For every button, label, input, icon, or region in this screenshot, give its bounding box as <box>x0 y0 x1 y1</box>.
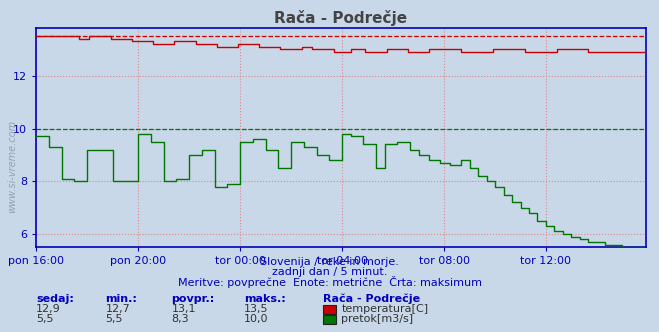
Text: temperatura[C]: temperatura[C] <box>341 304 428 314</box>
Text: www.si-vreme.com: www.si-vreme.com <box>7 120 17 212</box>
Text: 12,9: 12,9 <box>36 304 61 314</box>
Text: Slovenija / reke in morje.: Slovenija / reke in morje. <box>260 257 399 267</box>
Text: povpr.:: povpr.: <box>171 294 215 304</box>
Text: 8,3: 8,3 <box>171 314 189 324</box>
Text: 5,5: 5,5 <box>36 314 54 324</box>
Text: maks.:: maks.: <box>244 294 285 304</box>
Text: min.:: min.: <box>105 294 137 304</box>
Text: 10,0: 10,0 <box>244 314 268 324</box>
Text: Meritve: povprečne  Enote: metrične  Črta: maksimum: Meritve: povprečne Enote: metrične Črta:… <box>177 276 482 288</box>
Title: Rača - Podrečje: Rača - Podrečje <box>274 10 408 26</box>
Text: sedaj:: sedaj: <box>36 294 74 304</box>
Text: 13,5: 13,5 <box>244 304 268 314</box>
Text: 13,1: 13,1 <box>171 304 196 314</box>
Text: pretok[m3/s]: pretok[m3/s] <box>341 314 413 324</box>
Text: 5,5: 5,5 <box>105 314 123 324</box>
Text: 12,7: 12,7 <box>105 304 130 314</box>
Text: zadnji dan / 5 minut.: zadnji dan / 5 minut. <box>272 267 387 277</box>
Text: Rača - Podrečje: Rača - Podrečje <box>323 293 420 304</box>
